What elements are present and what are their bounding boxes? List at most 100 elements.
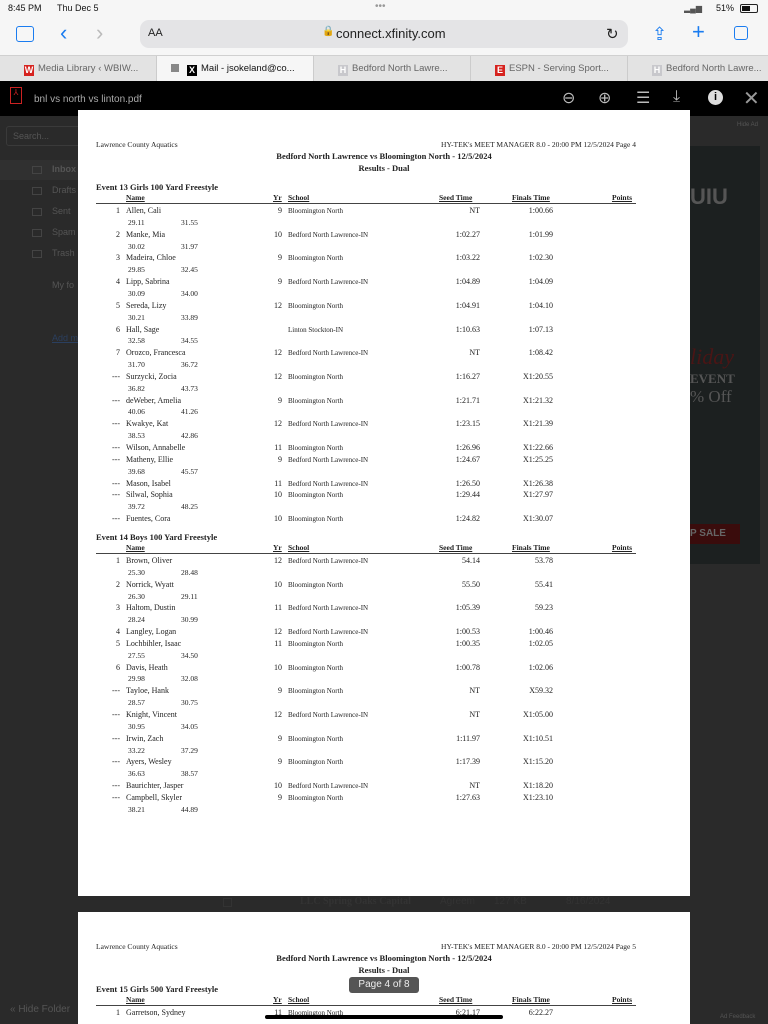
mail-search-input[interactable]: Search... [6,126,86,146]
table-row[interactable]: 7 Orozco, Francesca 12 Bedford North Lawren… [78,348,690,360]
table-row[interactable]: --- Surzycki, Zocia 12 Bloomington North 1:1… [78,372,690,384]
table-row[interactable]: --- Baurichter, Jasper 10 Bedford North Law… [78,781,690,793]
url-text[interactable]: connect.xfinity.com [336,26,446,41]
table-row[interactable]: 1 Brown, Oliver 12 Bedford North Lawrence-I… [78,556,690,568]
cell-name: Campbell, Skyler [126,792,182,802]
multitask-dots-icon[interactable]: ••• [375,1,386,12]
info-icon[interactable]: i [708,90,723,105]
battery-icon [740,4,758,13]
table-row[interactable]: --- Knight, Vincent 12 Bedford North Lawren… [78,710,690,722]
checkbox-icon[interactable] [223,898,232,907]
zoom-in-icon[interactable]: ⊕ [598,90,612,107]
folder-trash[interactable]: Trash [52,248,75,258]
table-row[interactable]: 1 Garretson, Sydney 11 Bloomington North 6:2… [78,1008,690,1020]
table-row[interactable]: 1 Allen, Cali 9 Bloomington North NT 1:00.66 [78,206,690,218]
split-time: 33.22 [128,745,145,755]
tabs-overview-icon[interactable] [734,26,748,40]
tab-3[interactable]: H Bedford North Lawre... [314,56,471,82]
folder-sent[interactable]: Sent [52,206,71,216]
table-row[interactable]: --- Silwal, Sophia 10 Bloomington North 1:29… [78,490,690,502]
back-icon[interactable]: ‹ [60,20,68,45]
table-row[interactable]: 6 Davis, Heath 10 Bloomington North 1:00.78 1… [78,663,690,675]
table-row[interactable]: --- Wilson, Annabelle 11 Bloomington North 1… [78,443,690,455]
table-row[interactable]: 6 Hall, Sage Linton Stockton-IN 1:10.63 1:07… [78,325,690,337]
cell-school: Bloomington North [288,687,344,696]
zoom-out-icon[interactable]: ⊖ [562,90,576,107]
new-tab-icon[interactable]: + [692,19,705,44]
cell-seed: NT [469,710,480,719]
ad-feedback-link[interactable]: Ad Feedback [720,1014,756,1020]
forward-icon[interactable]: › [96,20,104,45]
org-name: Lawrence County Aquatics [96,140,178,149]
table-row[interactable]: --- Matheny, Ellie 9 Bedford North Lawrence… [78,455,690,467]
tab-1[interactable]: W Media Library ‹ WBIW... [0,56,157,82]
address-bar[interactable]: AA 🔒 connect.xfinity.com ↻ [140,20,628,48]
split-time: 30.99 [181,615,198,625]
split-row: 38.53 42.86 [78,431,690,443]
cell-finals: 1:00.46 [528,627,553,637]
tab-5[interactable]: H Bedford North Lawre... [628,56,768,82]
cell-place: 1 [116,555,120,565]
add-mailbox-link[interactable]: Add m [52,333,79,343]
table-row[interactable]: --- Campbell, Skyler 9 Bloomington North 1:2… [78,793,690,805]
folder-spam[interactable]: Spam [52,227,76,237]
folder-drafts[interactable]: Drafts [52,185,77,195]
table-row[interactable]: --- Mason, Isabel 11 Bedford North Lawrence… [78,479,690,491]
folder-inbox[interactable]: Inbox [52,164,76,174]
cell-place: 5 [116,638,120,648]
text-size-button[interactable]: AA [148,27,163,39]
org-name: Lawrence County Aquatics [96,942,178,951]
menu-icon[interactable]: ☰ [636,90,651,107]
cell-name: Sereda, Lizy [126,300,167,310]
cell-finals: 53.78 [535,555,553,565]
table-row[interactable]: 3 Madeira, Chloe 9 Bloomington North 1:03.22… [78,253,690,265]
sidebar-toggle-icon[interactable] [16,26,34,42]
table-row[interactable]: --- Ayers, Wesley 9 Bloomington North 1:17.3… [78,757,690,769]
table-row[interactable]: 3 Haltom, Dustin 11 Bedford North Lawrence-… [78,603,690,615]
share-icon[interactable]: ⇪ [652,24,668,44]
tab-label: Bedford North Lawre... [352,63,448,74]
table-row[interactable]: 4 Lipp, Sabrina 9 Bedford North Lawrence-IN… [78,277,690,289]
cell-place: 5 [116,300,120,310]
cell-name: Tayloe, Hank [126,686,169,696]
table-row[interactable]: 4 Langley, Logan 12 Bedford North Lawrence-… [78,627,690,639]
split-row: 29.11 31.55 [78,218,690,230]
cell-seed: 1:26.96 [455,443,480,452]
ad-banner[interactable]: UIU liday EVENT % Off P SALE [690,146,760,564]
my-folders[interactable]: My fo [52,280,75,290]
split-time: 43.73 [181,383,198,393]
col-school: School [288,542,310,552]
split-time: 44.89 [181,804,198,814]
tab-2[interactable]: X Mail - jsokeland@co... [157,56,314,82]
hide-folders-button[interactable]: « Hide Folder [10,1004,71,1015]
tab-4[interactable]: E ESPN - Serving Sport... [471,56,628,82]
cell-yr: 12 [274,371,282,381]
cell-finals: X1:27.97 [523,490,553,500]
table-row[interactable]: --- Tayloe, Hank 9 Bloomington North NT X59.3… [78,686,690,698]
table-row[interactable]: 5 Sereda, Lizy 12 Bloomington North 1:04.91 1… [78,301,690,313]
split-time: 30.02 [128,241,145,251]
table-row[interactable]: --- Fuentes, Cora 10 Bloomington North 1:24.… [78,514,690,526]
cell-finals: 1:00.66 [528,206,553,215]
hide-ad-button[interactable]: Hide Ad [737,122,759,128]
close-tab-icon[interactable] [171,64,179,72]
col-yr: Yr [273,542,282,552]
split-time: 39.68 [128,466,145,476]
table-row[interactable]: --- Irwin, Zach 9 Bloomington North 1:11.97 X… [78,734,690,746]
table-row[interactable]: --- Kwakye, Kat 12 Bedford North Lawrence-I… [78,419,690,431]
cell-finals: 1:04.10 [528,300,553,310]
folder-icon [32,166,42,174]
mail-list-row[interactable]: LLC Spring Oaks Capital Agreem 127 KB 8/… [78,896,690,912]
home-indicator[interactable] [265,1015,503,1019]
table-row[interactable]: 2 Manke, Mia 10 Bedford North Lawrence-IN 1:… [78,230,690,242]
cell-yr: 11 [274,443,282,452]
split-row: 36.63 38.57 [78,769,690,781]
download-icon[interactable]: ⤓ [673,88,681,105]
table-row[interactable]: 2 Norrick, Wyatt 10 Bloomington North 55.50 5… [78,580,690,592]
cell-yr: 10 [274,514,282,524]
table-row[interactable]: 5 Lochbihler, Isaac 11 Bloomington North 1:0… [78,639,690,651]
close-icon[interactable]: ✕ [743,88,760,110]
reload-icon[interactable]: ↻ [606,26,619,43]
cell-seed: 1:05.39 [455,603,480,613]
table-row[interactable]: --- deWeber, Amelia 9 Bloomington North 1:21… [78,396,690,408]
